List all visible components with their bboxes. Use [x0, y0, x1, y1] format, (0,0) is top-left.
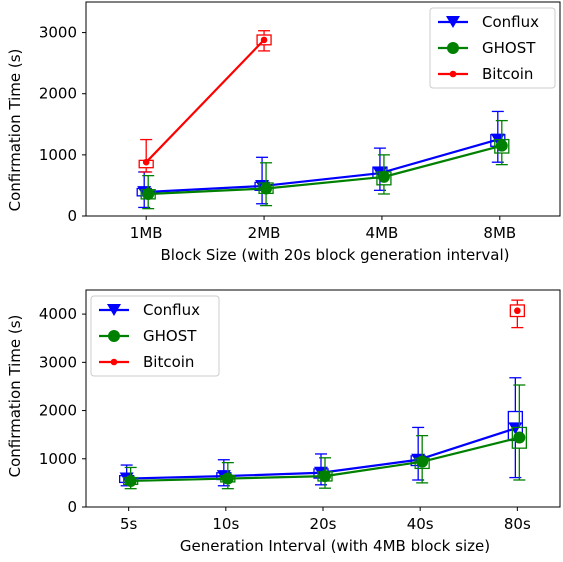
x-axis-label: Block Size (with 20s block generation in…: [161, 246, 510, 264]
x-tick-label: 80s: [504, 515, 531, 533]
data-point: [260, 36, 268, 44]
legend-label: GHOST: [143, 327, 197, 345]
plot-frame: [85, 1, 561, 217]
data-point: [377, 170, 390, 183]
data-point: [142, 187, 155, 200]
data-point: [260, 182, 273, 195]
legend-marker: [108, 330, 120, 342]
box: [511, 426, 527, 449]
data-point: [142, 158, 150, 166]
data-point: [319, 470, 331, 483]
x-tick-label: 20s: [310, 515, 337, 533]
x-tick-label: 10s: [212, 515, 239, 533]
y-tick-label: 3000: [39, 353, 77, 371]
legend-marker: [107, 304, 121, 316]
y-tick-label: 3000: [39, 24, 77, 42]
legend-label: Bitcoin: [482, 65, 533, 83]
legend-label: Conflux: [143, 301, 200, 319]
series-line: [145, 39, 265, 163]
x-tick-label: 1MB: [130, 224, 163, 242]
x-tick-label: 5s: [120, 515, 138, 533]
y-tick-label: 0: [67, 498, 77, 516]
legend-marker: [447, 42, 459, 54]
data-point: [495, 139, 508, 152]
legend-label: Bitcoin: [143, 353, 194, 371]
series-bitcoin: [509, 299, 525, 329]
series-conflux: [119, 377, 523, 487]
data-point: [124, 474, 137, 487]
legend-frame: [429, 7, 556, 89]
box: [509, 304, 525, 318]
box: [256, 34, 272, 46]
chart-block-size: 1MB 2MB 4MB 8MB 0 1000 2000 3000 Block Size (wit…: [6, 1, 561, 264]
chart-generation-interval: 5s 10s 20s 40s 80s 0 1000 2000 3000 4000 Generatio…: [6, 289, 561, 555]
x-tick-label: 2MB: [248, 224, 281, 242]
series-line: [148, 144, 503, 196]
y-tick-label: 1000: [39, 146, 77, 164]
x-tick-label: 8MB: [483, 224, 516, 242]
y-tick-label: 2000: [39, 402, 77, 420]
legend-label: GHOST: [482, 39, 536, 57]
legend-marker: [449, 70, 457, 78]
y-tick-label: 0: [67, 207, 77, 225]
series-line: [144, 138, 499, 194]
x-axis-label: Generation Interval (with 4MB block size…: [180, 537, 490, 555]
legend: Conflux GHOST Bitcoin: [90, 295, 220, 377]
series-ghost: [123, 384, 527, 490]
series-ghost: [140, 119, 510, 210]
y-axis-label: Confirmation Time (s): [6, 315, 24, 478]
x-tick-label: 4MB: [366, 224, 399, 242]
legend-marker: [446, 16, 460, 28]
y-tick-label: 2000: [39, 85, 77, 103]
legend-frame: [90, 295, 220, 377]
legend-marker: [110, 358, 118, 366]
data-point: [416, 455, 429, 468]
y-tick-label: 1000: [39, 450, 77, 468]
y-axis-label: Confirmation Time (s): [6, 49, 24, 212]
data-point: [221, 472, 234, 485]
y-tick-label: 4000: [39, 305, 77, 323]
series-bitcoin: [138, 30, 272, 173]
legend: Conflux GHOST Bitcoin: [429, 7, 556, 89]
x-tick-label: 40s: [407, 515, 434, 533]
box: [494, 138, 510, 154]
legend-label: Conflux: [482, 13, 539, 31]
data-point: [514, 307, 521, 315]
data-point: [513, 431, 526, 444]
